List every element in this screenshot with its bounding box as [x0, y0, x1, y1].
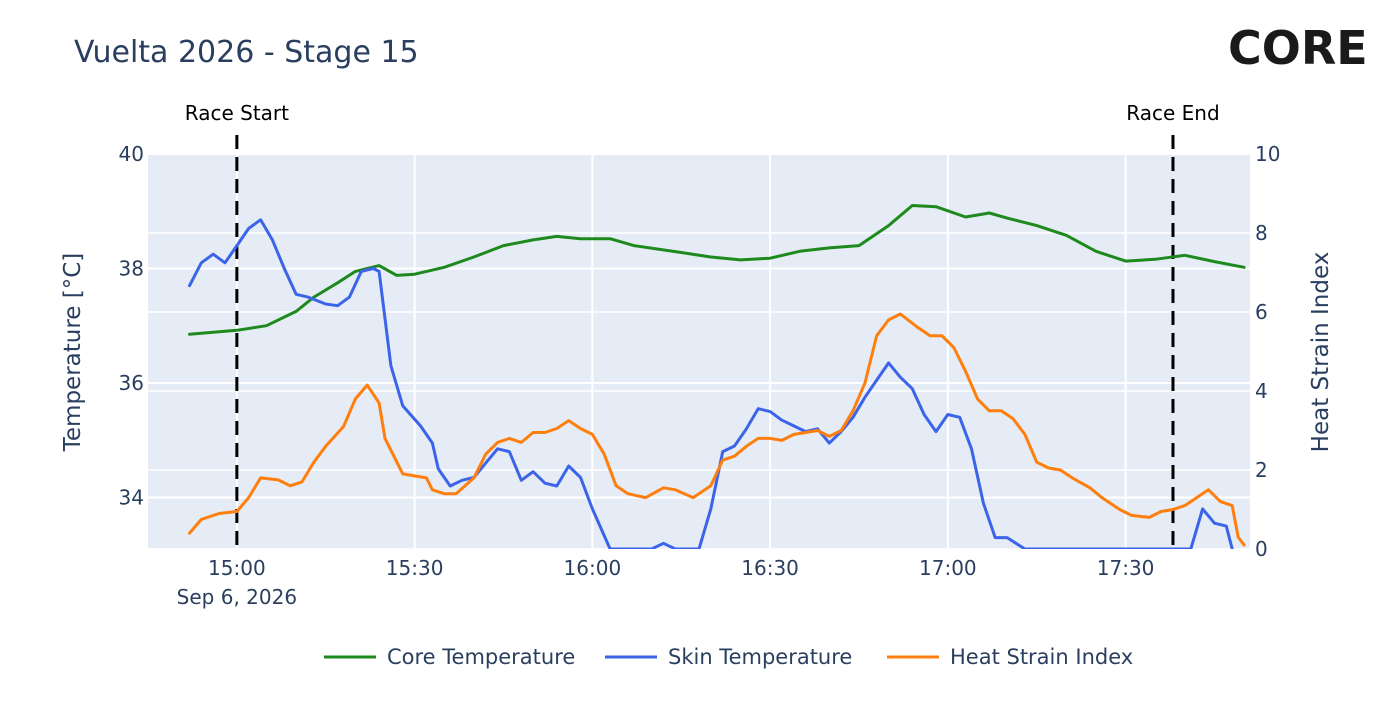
x-axis: 15:00 15:30 16:00 16:30 17:00 17:30 [208, 556, 1154, 580]
series-layer [188, 204, 1246, 549]
race-markers: Race Start Race End [185, 101, 1220, 549]
race-marker-label: Race Start [185, 101, 289, 125]
x-tick-label: 16:30 [741, 556, 799, 580]
y-right-tick-label: 8 [1255, 221, 1268, 245]
legend-label: Skin Temperature [668, 645, 852, 669]
y-left-tick-label: 36 [119, 371, 144, 395]
x-tick-label: 17:30 [1097, 556, 1155, 580]
x-tick-label: 15:30 [386, 556, 444, 580]
legend[interactable]: Core Temperature Skin Temperature Heat Str… [324, 645, 1133, 669]
y-right-tick-label: 10 [1255, 142, 1280, 166]
core-logo: CORE [1228, 21, 1368, 75]
x-tick-label: 15:00 [208, 556, 266, 580]
left-axis: 34 36 38 40 [119, 142, 144, 509]
x-date-label: Sep 6, 2026 [177, 585, 297, 609]
y-right-tick-label: 0 [1255, 537, 1268, 561]
heat-strain-index-line [188, 312, 1246, 547]
plot-area [148, 154, 1250, 549]
legend-label: Core Temperature [387, 645, 575, 669]
y-right-axis-title: Heat Strain Index [1308, 252, 1334, 453]
y-left-tick-label: 38 [119, 256, 144, 280]
race-marker-label: Race End [1126, 101, 1219, 125]
legend-item-core-temperature[interactable]: Core Temperature [324, 645, 575, 669]
y-right-tick-label: 6 [1255, 300, 1268, 324]
grid [148, 153, 1250, 550]
y-right-tick-label: 4 [1255, 379, 1268, 403]
y-right-tick-label: 2 [1255, 458, 1268, 482]
skin-temperature-line [188, 218, 1234, 549]
legend-item-skin-temperature[interactable]: Skin Temperature [605, 645, 852, 669]
x-tick-label: 16:00 [564, 556, 622, 580]
y-left-tick-label: 40 [119, 142, 144, 166]
legend-label: Heat Strain Index [950, 645, 1133, 669]
x-tick-label: 17:00 [919, 556, 977, 580]
y-left-tick-label: 34 [119, 485, 144, 509]
legend-item-heat-strain-index[interactable]: Heat Strain Index [887, 645, 1133, 669]
right-axis: 0 2 4 6 8 10 [1255, 142, 1280, 561]
logo-text: CORE [1228, 21, 1368, 75]
y-left-axis-title: Temperature [°C] [60, 253, 86, 453]
chart-title: Vuelta 2026 - Stage 15 [74, 35, 419, 70]
